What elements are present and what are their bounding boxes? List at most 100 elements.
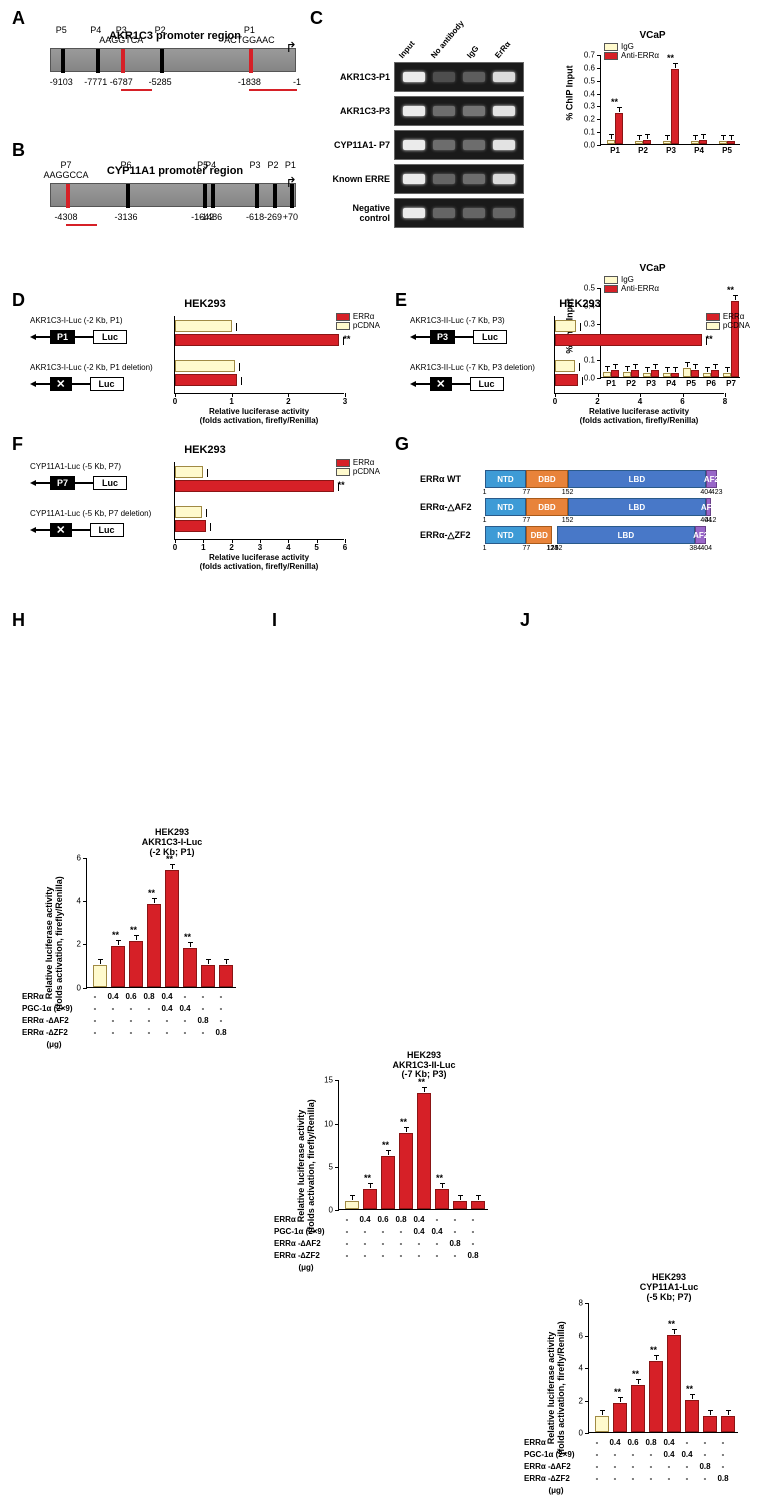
cond-cell: - [104, 1004, 122, 1013]
panel-f: HEK293ERRαpCDNACYP11A1-Luc (-5 Kb, P7)P7… [30, 444, 380, 456]
sig-star: ** [667, 53, 674, 63]
domain-row: ERRα-△AF2NTDDBDLBDAF2177152404412 [420, 498, 750, 516]
cond-cell: - [428, 1215, 446, 1224]
cond-cell: - [86, 1028, 104, 1037]
gel-band [433, 72, 455, 82]
hij-chart: 02468********** [588, 1303, 738, 1433]
construct-diagram: P7Luc [30, 475, 170, 491]
label-b: B [12, 140, 25, 161]
domain-seg: LBD [568, 470, 707, 488]
luc-box: Luc [90, 523, 124, 537]
cond-cell: - [464, 1227, 482, 1236]
condition-grid: ERRα-0.40.60.80.4---PGC-1α (2×9)----0.40… [22, 991, 258, 1051]
domain-seg: AF2 [706, 498, 710, 516]
cond-cell: - [122, 1028, 140, 1037]
bar [703, 1416, 717, 1432]
label-g: G [395, 434, 409, 455]
sig-star: ** [382, 1140, 389, 1150]
cond-cell: - [642, 1462, 660, 1471]
cond-label: ERRα -∆ZF2 [524, 1474, 588, 1483]
cond-cell: - [374, 1227, 392, 1236]
sig-star: ** [727, 285, 734, 295]
gel-band [493, 174, 515, 184]
promoter-pos: -1486 [199, 212, 222, 222]
promoter-name: P4 [205, 160, 216, 170]
bar [175, 480, 334, 492]
gel-lane-set [394, 164, 524, 194]
panel-b: CYP11A1 promoter region ↱ P7AAGGCCA-4308… [50, 165, 300, 207]
promoter-name: P6 [121, 160, 132, 170]
bar [699, 140, 707, 144]
cond-cell: - [588, 1462, 606, 1471]
label-d: D [12, 290, 25, 311]
cond-cell: - [338, 1215, 356, 1224]
cond-row: ERRα-0.40.60.80.4--- [524, 1436, 750, 1448]
cond-cell: - [588, 1450, 606, 1459]
gel-band [493, 72, 515, 82]
domain-seg: LBD [568, 498, 707, 516]
domain-bar: NTDDBDLBDAF2177152404423 [484, 470, 721, 488]
bar [691, 141, 699, 144]
promoter-pos: -5285 [149, 77, 172, 87]
cond-cell: - [606, 1450, 624, 1459]
bar [719, 141, 727, 144]
bar [147, 904, 161, 986]
promoter-mark [255, 184, 259, 208]
gel-row: Known ERRE [322, 164, 524, 194]
sig-star: ** [343, 334, 350, 344]
gel-label: Negative control [322, 203, 394, 223]
cond-label: ERRα -∆AF2 [22, 1016, 86, 1025]
bar [175, 360, 235, 372]
cond-cell: - [696, 1474, 714, 1483]
cond-label: PGC-1α (2×9) [22, 1004, 86, 1013]
panel-j: HEK293CYP11A1-Luc(-5 Kb; P7)Relative luc… [540, 1273, 750, 1496]
cond-cell: 0.4 [428, 1227, 446, 1236]
c-chart2-title: VCaP [560, 263, 745, 274]
cond-cell: - [86, 992, 104, 1001]
cond-cell: - [588, 1438, 606, 1447]
construct-box [50, 377, 72, 391]
condition-grid: ERRα-0.40.60.80.4---PGC-1α (2×9)----0.40… [524, 1436, 750, 1496]
hij-chart: 051015********** [338, 1080, 488, 1210]
luc-box: Luc [93, 476, 127, 490]
cond-cell: 0.8 [392, 1215, 410, 1224]
luc-box: Luc [473, 330, 507, 344]
gel-band [463, 106, 485, 116]
cond-cell: 0.4 [158, 992, 176, 1001]
cond-row: PGC-1α (2×9)----0.40.4-- [22, 1003, 258, 1015]
unit-label: (μg) [524, 1486, 588, 1495]
cond-cell: - [374, 1239, 392, 1248]
cond-cell: - [176, 1028, 194, 1037]
sig-star: ** [611, 97, 618, 107]
promoter-name: P3AAGGTCA [99, 25, 143, 45]
gel-hdr-input: Input [397, 39, 416, 60]
promoter-name: P2 [155, 25, 166, 35]
cond-cell: 0.8 [714, 1474, 732, 1483]
domain-num: 77 [522, 489, 530, 496]
bar [399, 1133, 413, 1209]
domain-bar: NTDDBDLBDAF2177152404412 [484, 498, 721, 516]
cond-row: ERRα -∆AF2------0.8- [274, 1237, 510, 1249]
cond-cell: - [194, 1004, 212, 1013]
domain-num: 152 [562, 489, 574, 496]
luc-box: Luc [93, 330, 127, 344]
luc-box: Luc [90, 377, 124, 391]
domain-row: ERRα-△ZF2NTDDBDLBDAF2177124125132384404 [420, 526, 750, 544]
label-c: C [310, 8, 323, 29]
domain-seg: LBD [557, 526, 696, 544]
construct-col: AKR1C3-I-Luc (-2 Kb, P1)P1LucAKR1C3-I-Lu… [30, 316, 170, 396]
label-e: E [395, 290, 407, 311]
gel-band [403, 72, 425, 82]
bar [175, 334, 339, 346]
c-chart1-title: VCaP [560, 30, 745, 41]
gel-band [493, 106, 515, 116]
bar [175, 374, 237, 386]
cond-cell: 0.4 [176, 1004, 194, 1013]
gel-band [463, 174, 485, 184]
construct-box: P3 [430, 330, 455, 344]
domain-num: 412 [705, 517, 717, 524]
label-j: J [520, 610, 530, 631]
luc-title: HEK293 [410, 298, 750, 310]
bar [643, 140, 651, 144]
bar [631, 1385, 645, 1432]
